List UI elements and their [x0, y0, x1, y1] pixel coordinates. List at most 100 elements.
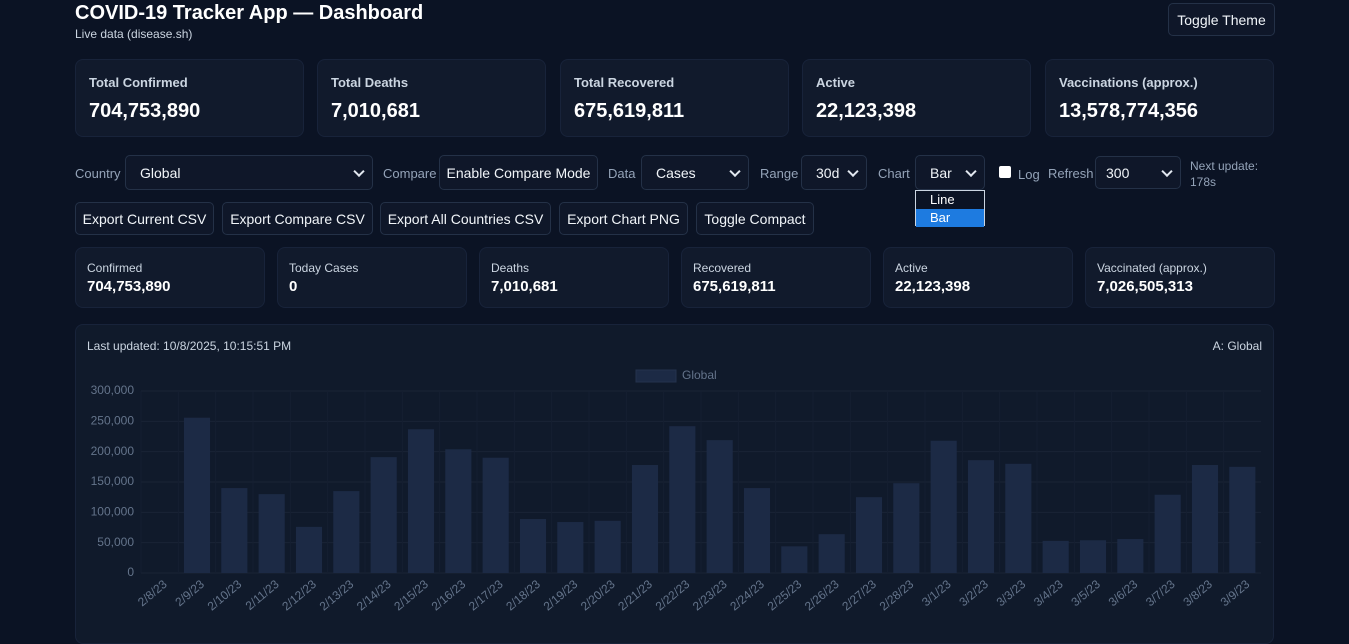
card-label: Vaccinations (approx.) [1059, 75, 1198, 90]
stat-label: Today Cases [289, 261, 359, 275]
bar [1191, 465, 1219, 573]
export-button[interactable]: Export Chart PNG [559, 202, 688, 235]
card-label: Total Recovered [574, 75, 675, 90]
bar [258, 494, 285, 573]
bar [1079, 540, 1107, 573]
x-tick-label: 2/23/23 [690, 577, 730, 614]
range-label: Range [760, 166, 799, 181]
stat-card: Today Cases 0 [277, 247, 467, 308]
bar [1229, 466, 1256, 573]
data-select[interactable]: Cases [641, 155, 749, 190]
export-button[interactable]: Export Compare CSV [222, 202, 373, 235]
chart-select[interactable]: Bar [915, 155, 985, 190]
bar [445, 449, 472, 573]
app-title: COVID-19 Tracker App — Dashboard [75, 2, 424, 24]
x-tick-label: 2/13/23 [317, 577, 357, 614]
export-button[interactable]: Export Current CSV [75, 202, 214, 235]
last-updated: Last updated: 10/8/2025, 10:15:51 PM [87, 339, 292, 353]
compare-button[interactable]: Enable Compare Mode [439, 155, 598, 190]
app-subtitle: Live data (disease.sh) [75, 27, 193, 41]
summary-card: Total Confirmed 704,753,890 [75, 59, 304, 137]
y-tick-label: 50,000 [97, 535, 134, 549]
stat-card: Recovered 675,619,811 [681, 247, 871, 308]
bar [631, 465, 659, 573]
bar [333, 491, 360, 573]
export-button[interactable]: Toggle Compact [696, 202, 814, 235]
dropdown-option[interactable]: Line [930, 192, 955, 207]
x-tick-label: 2/9/23 [172, 577, 207, 609]
bar [1005, 463, 1032, 573]
bar [855, 497, 883, 573]
chart: 0 50,000 100,000 150,000 200,000 250,000 300,0… [91, 368, 1261, 614]
x-tick-label: 2/14/23 [354, 577, 394, 614]
data-label: Data [608, 166, 636, 181]
bar [818, 534, 845, 573]
x-tick-label: 2/16/23 [429, 577, 469, 614]
y-tick-label: 300,000 [91, 383, 135, 397]
y-tick-label: 100,000 [91, 505, 135, 519]
bar [557, 522, 584, 573]
stat-label: Recovered [693, 261, 752, 275]
x-tick-label: 2/28/23 [877, 577, 917, 614]
next-update-line: 178s [1190, 175, 1217, 189]
x-tick-label: 2/24/23 [727, 577, 767, 614]
bar [370, 457, 397, 573]
stat-value: 7,010,681 [491, 278, 558, 295]
bar [967, 460, 995, 573]
summary-card: Total Recovered 675,619,811 [560, 59, 789, 137]
summary-card: Vaccinations (approx.) 13,578,774,356 [1045, 59, 1274, 137]
bar [482, 457, 509, 573]
country-label: Country [75, 166, 121, 181]
range-select[interactable]: 30d [801, 155, 867, 190]
x-tick-label: 2/22/23 [653, 577, 693, 614]
log-checkbox[interactable] [999, 166, 1011, 178]
x-tick-label: 3/1/23 [919, 577, 954, 609]
bar [519, 519, 547, 573]
y-tick-label: 0 [127, 565, 134, 579]
next-update-line: Next update: [1190, 159, 1259, 173]
bar [669, 426, 696, 573]
bar [781, 546, 808, 573]
chart-dropdown: Line Bar [915, 190, 985, 227]
summary-card: Active 22,123,398 [802, 59, 1031, 137]
stat-card: Active 22,123,398 [883, 247, 1073, 308]
x-tick-label: 3/3/23 [994, 577, 1029, 609]
bar [1154, 494, 1181, 573]
x-tick-label: 2/12/23 [279, 577, 319, 614]
toggle-theme-button[interactable]: Toggle Theme [1168, 3, 1275, 36]
stat-label: Confirmed [87, 261, 143, 275]
legend-label: Global [682, 368, 717, 382]
card-value: 675,619,811 [574, 100, 685, 122]
bar [706, 440, 733, 573]
bar [1117, 539, 1144, 573]
bar [930, 440, 957, 573]
x-tick-label: 2/19/23 [541, 577, 581, 614]
stat-card: Vaccinated (approx.) 7,026,505,313 [1085, 247, 1275, 308]
bar [1042, 540, 1069, 573]
stat-label: Active [895, 261, 928, 275]
series-tag: A: Global [1212, 339, 1262, 353]
x-tick-label: 2/10/23 [205, 577, 245, 614]
x-tick-label: 3/7/23 [1143, 577, 1178, 609]
card-label: Total Confirmed [89, 75, 188, 90]
chart-panel: Last updated: 10/8/2025, 10:15:51 PM A: … [75, 324, 1274, 644]
x-tick-label: 2/17/23 [466, 577, 506, 614]
x-tick-label: 2/20/23 [578, 577, 618, 614]
card-value: 22,123,398 [816, 100, 917, 122]
refresh-input[interactable]: 300 [1095, 156, 1181, 189]
card-value: 7,010,681 [331, 100, 420, 122]
page: COVID-19 Tracker App — Dashboard Live da… [0, 0, 1349, 626]
dropdown-option[interactable]: Bar [916, 209, 984, 227]
summary-card: Total Deaths 7,010,681 [317, 59, 546, 137]
country-select[interactable]: Global [125, 155, 373, 190]
card-value: 13,578,774,356 [1059, 100, 1199, 122]
card-label: Total Deaths [331, 75, 409, 90]
x-tick-label: 3/5/23 [1068, 577, 1103, 609]
bar [893, 483, 920, 573]
y-tick-label: 150,000 [91, 474, 135, 488]
card-value: 704,753,890 [89, 100, 201, 122]
x-tick-label: 3/8/23 [1180, 577, 1215, 609]
x-tick-label: 2/25/23 [765, 577, 805, 614]
export-button[interactable]: Export All Countries CSV [380, 202, 551, 235]
stat-label: Vaccinated (approx.) [1097, 261, 1207, 275]
